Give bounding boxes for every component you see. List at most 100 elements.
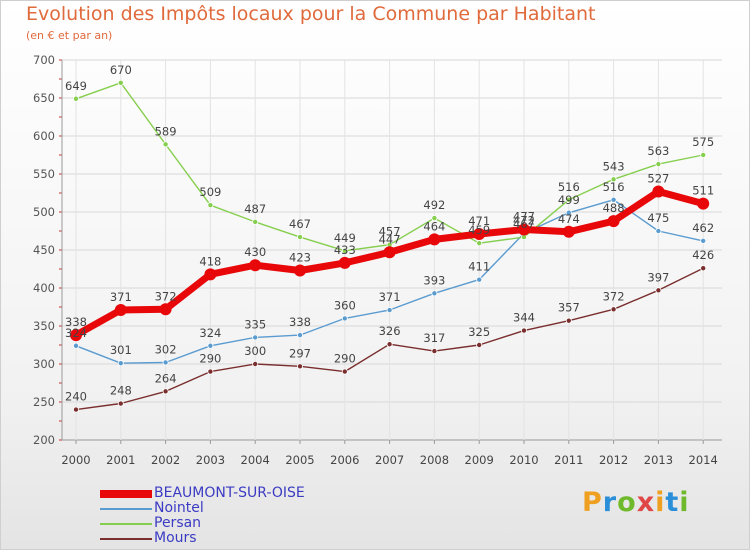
data-label-beaumont-sur-oise: 433 [334, 243, 356, 257]
data-point-mours [341, 368, 348, 375]
data-point-beaumont-sur-oise [70, 329, 82, 342]
legend-label-beaumont-sur-oise: BEAUMONT-SUR-OISE [154, 485, 305, 501]
data-label-nointel: 516 [603, 180, 625, 194]
y-tick-label: 400 [33, 281, 55, 295]
data-point-persan [655, 161, 662, 168]
data-label-mours: 397 [647, 270, 669, 284]
data-point-persan [431, 215, 438, 222]
y-tick-label: 700 [33, 53, 55, 67]
data-label-persan: 459 [468, 223, 490, 237]
data-point-nointel [476, 276, 483, 283]
data-label-mours: 248 [110, 384, 132, 398]
data-point-persan [73, 95, 80, 102]
data-point-beaumont-sur-oise [697, 197, 710, 210]
legend-label-mours: Mours [154, 530, 197, 546]
data-label-nointel: 338 [289, 315, 311, 329]
data-label-beaumont-sur-oise: 430 [244, 245, 266, 259]
data-label-beaumont-sur-oise: 488 [603, 201, 625, 215]
data-label-nointel: 302 [155, 342, 177, 356]
data-label-beaumont-sur-oise: 447 [379, 232, 401, 246]
data-point-nointel [610, 196, 617, 203]
data-point-mours [296, 363, 303, 370]
data-point-persan [476, 240, 483, 247]
y-tick-label: 200 [33, 433, 55, 447]
data-point-nointel [117, 360, 124, 367]
data-label-beaumont-sur-oise: 423 [289, 251, 311, 265]
x-tick-label: 2011 [554, 453, 583, 467]
data-point-mours [207, 368, 214, 375]
data-label-nointel: 475 [647, 211, 669, 225]
data-point-nointel [565, 209, 572, 216]
data-point-mours [252, 360, 259, 367]
data-point-mours [476, 341, 483, 348]
data-point-persan [117, 79, 124, 86]
data-label-mours: 325 [468, 325, 490, 339]
data-label-persan: 649 [65, 79, 87, 93]
data-label-mours: 372 [603, 289, 625, 303]
data-label-mours: 290 [334, 352, 356, 366]
legend-swatch-beaumont-sur-oise [100, 490, 152, 498]
data-label-persan: 467 [513, 217, 535, 231]
y-tick-label: 650 [33, 91, 55, 105]
data-label-persan: 449 [334, 231, 356, 245]
y-tick-label: 250 [33, 395, 55, 409]
data-label-nointel: 301 [110, 343, 132, 357]
y-tick-label: 300 [33, 357, 55, 371]
data-label-persan: 487 [244, 202, 266, 216]
data-point-beaumont-sur-oise [473, 228, 486, 241]
data-point-persan [700, 151, 707, 158]
data-point-mours [521, 327, 528, 334]
logo-letter: x [636, 487, 656, 518]
y-tick-label: 450 [33, 243, 55, 257]
legend-label-nointel: Nointel [154, 500, 204, 516]
data-label-mours: 290 [199, 352, 221, 366]
data-point-beaumont-sur-oise [114, 304, 127, 317]
data-point-persan [207, 202, 214, 209]
proxiti-logo: Proxiti [582, 487, 690, 518]
data-point-nointel [341, 315, 348, 322]
data-label-beaumont-sur-oise: 418 [199, 254, 221, 268]
data-point-nointel [655, 227, 662, 234]
x-tick-label: 2008 [420, 453, 449, 467]
data-point-mours [386, 341, 393, 348]
x-tick-label: 2007 [375, 453, 404, 467]
data-point-nointel [431, 290, 438, 297]
y-tick-label: 350 [33, 319, 55, 333]
x-tick-label: 2000 [61, 453, 90, 467]
logo-letter: t [665, 487, 680, 518]
data-label-mours: 297 [289, 346, 311, 360]
x-tick-label: 2010 [509, 453, 538, 467]
data-label-beaumont-sur-oise: 477 [513, 209, 535, 223]
data-point-beaumont-sur-oise [383, 246, 396, 259]
data-label-persan: 670 [110, 63, 132, 77]
data-point-beaumont-sur-oise [159, 303, 172, 316]
data-label-nointel: 499 [558, 193, 580, 207]
data-label-beaumont-sur-oise: 371 [110, 290, 132, 304]
data-label-beaumont-sur-oise: 372 [155, 289, 177, 303]
legend-swatch-mours [100, 538, 152, 540]
data-label-mours: 426 [692, 248, 714, 262]
y-tick-label: 550 [33, 167, 55, 181]
x-tick-label: 2012 [599, 453, 628, 467]
data-point-mours [700, 265, 707, 272]
legend-swatch-nointel [100, 508, 152, 510]
data-point-nointel [296, 332, 303, 339]
data-label-beaumont-sur-oise: 464 [423, 219, 445, 233]
data-label-mours: 240 [65, 390, 87, 404]
data-point-nointel [73, 342, 80, 349]
data-label-mours: 300 [244, 344, 266, 358]
data-point-persan [162, 141, 169, 148]
x-tick-label: 2009 [465, 453, 494, 467]
x-tick-label: 2002 [151, 453, 180, 467]
x-tick-label: 2014 [689, 453, 718, 467]
data-label-persan: 457 [379, 225, 401, 239]
x-tick-label: 2004 [241, 453, 270, 467]
data-point-persan [610, 176, 617, 183]
data-point-nointel [252, 334, 259, 341]
logo-letter: r [602, 487, 618, 518]
data-label-nointel: 360 [334, 298, 356, 312]
data-point-mours [431, 348, 438, 355]
data-label-nointel: 462 [692, 221, 714, 235]
data-label-persan: 563 [647, 144, 669, 158]
